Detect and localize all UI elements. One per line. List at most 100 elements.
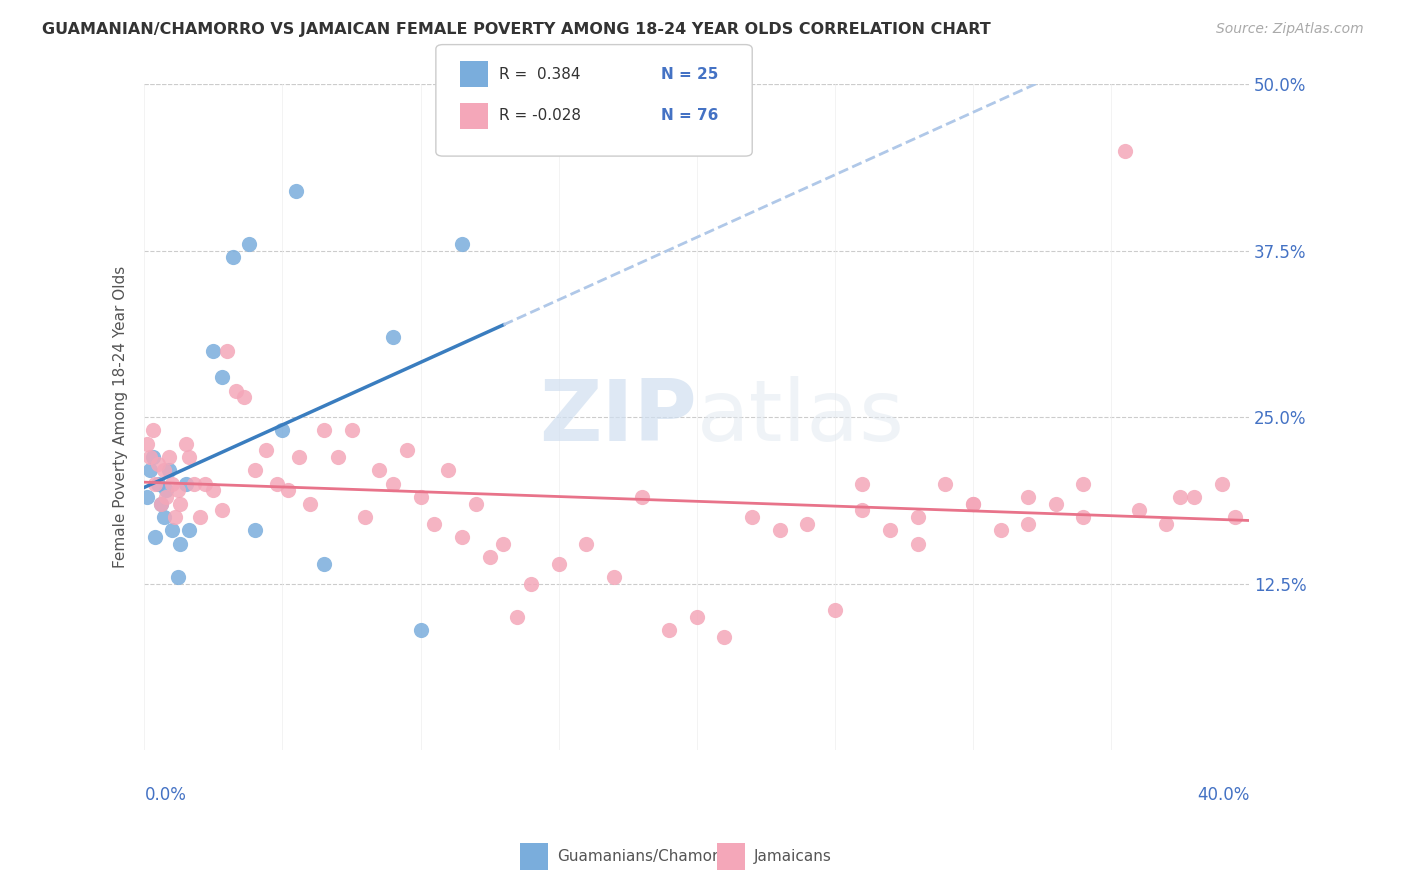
Point <box>157 450 180 464</box>
Point <box>160 476 183 491</box>
Y-axis label: Female Poverty Among 18-24 Year Olds: Female Poverty Among 18-24 Year Olds <box>114 266 128 568</box>
Point <box>271 424 294 438</box>
Text: Source: ZipAtlas.com: Source: ZipAtlas.com <box>1216 22 1364 37</box>
Point <box>139 463 162 477</box>
Point <box>962 497 984 511</box>
Point <box>907 510 929 524</box>
Point <box>879 523 901 537</box>
Point <box>148 476 170 491</box>
Point <box>1073 510 1095 524</box>
Point <box>142 424 165 438</box>
Point <box>990 523 1012 537</box>
Point <box>202 343 225 358</box>
Point <box>169 497 191 511</box>
Point <box>354 510 377 524</box>
Text: GUAMANIAN/CHAMORRO VS JAMAICAN FEMALE POVERTY AMONG 18-24 YEAR OLDS CORRELATION : GUAMANIAN/CHAMORRO VS JAMAICAN FEMALE PO… <box>42 22 991 37</box>
Point <box>1017 516 1039 531</box>
Point <box>713 630 735 644</box>
Point <box>478 549 501 564</box>
Point <box>225 384 247 398</box>
Point <box>1156 516 1178 531</box>
Point <box>163 510 186 524</box>
Point <box>149 497 172 511</box>
Point <box>202 483 225 498</box>
Point <box>166 570 188 584</box>
Text: R = -0.028: R = -0.028 <box>499 109 581 123</box>
Text: N = 25: N = 25 <box>661 67 718 81</box>
Point <box>492 536 515 550</box>
Point <box>506 609 529 624</box>
Point <box>326 450 349 464</box>
Point <box>409 623 432 637</box>
Point <box>149 497 172 511</box>
Point <box>658 623 681 637</box>
Point <box>288 450 311 464</box>
Point <box>1211 476 1233 491</box>
Point <box>520 576 543 591</box>
Point <box>222 251 245 265</box>
Point <box>312 424 335 438</box>
Point <box>381 330 404 344</box>
Point <box>824 603 846 617</box>
Point <box>145 476 167 491</box>
Point <box>285 184 308 198</box>
Point <box>630 490 652 504</box>
Point <box>1225 510 1247 524</box>
Point <box>152 510 174 524</box>
Point <box>1114 144 1136 158</box>
Point <box>796 516 818 531</box>
Point <box>148 457 170 471</box>
Text: R =  0.384: R = 0.384 <box>499 67 581 81</box>
Point <box>1182 490 1205 504</box>
Point <box>769 523 792 537</box>
Point <box>368 463 391 477</box>
Point <box>1017 490 1039 504</box>
Point <box>1168 490 1191 504</box>
Point <box>1073 476 1095 491</box>
Point <box>1045 497 1067 511</box>
Point <box>851 476 873 491</box>
Text: N = 76: N = 76 <box>661 109 718 123</box>
Point <box>177 523 200 537</box>
Point <box>423 516 446 531</box>
Point <box>174 476 197 491</box>
Text: ZIP: ZIP <box>538 376 697 458</box>
Point <box>155 490 177 504</box>
Point <box>188 510 211 524</box>
Point <box>962 497 984 511</box>
Point <box>211 503 233 517</box>
Point <box>136 490 159 504</box>
Point <box>157 463 180 477</box>
Text: Jamaicans: Jamaicans <box>754 849 831 863</box>
Point <box>169 536 191 550</box>
Point <box>299 497 322 511</box>
Point <box>142 450 165 464</box>
Point <box>907 536 929 550</box>
Point <box>174 436 197 450</box>
Point <box>254 443 277 458</box>
Point <box>217 343 239 358</box>
Point <box>451 530 474 544</box>
Point <box>277 483 299 498</box>
Point <box>437 463 460 477</box>
Point <box>136 436 159 450</box>
Point <box>741 510 763 524</box>
Text: 0.0%: 0.0% <box>145 787 186 805</box>
Text: Guamanians/Chamorros: Guamanians/Chamorros <box>557 849 741 863</box>
Point <box>266 476 288 491</box>
Point <box>1128 503 1150 517</box>
Point <box>145 530 167 544</box>
Point <box>340 424 363 438</box>
Text: 40.0%: 40.0% <box>1197 787 1249 805</box>
Text: atlas: atlas <box>697 376 905 458</box>
Point <box>160 523 183 537</box>
Point <box>211 370 233 384</box>
Point <box>238 237 260 252</box>
Point <box>155 483 177 498</box>
Point <box>934 476 956 491</box>
Point <box>243 523 266 537</box>
Point <box>194 476 217 491</box>
Point <box>183 476 205 491</box>
Point <box>177 450 200 464</box>
Point <box>575 536 598 550</box>
